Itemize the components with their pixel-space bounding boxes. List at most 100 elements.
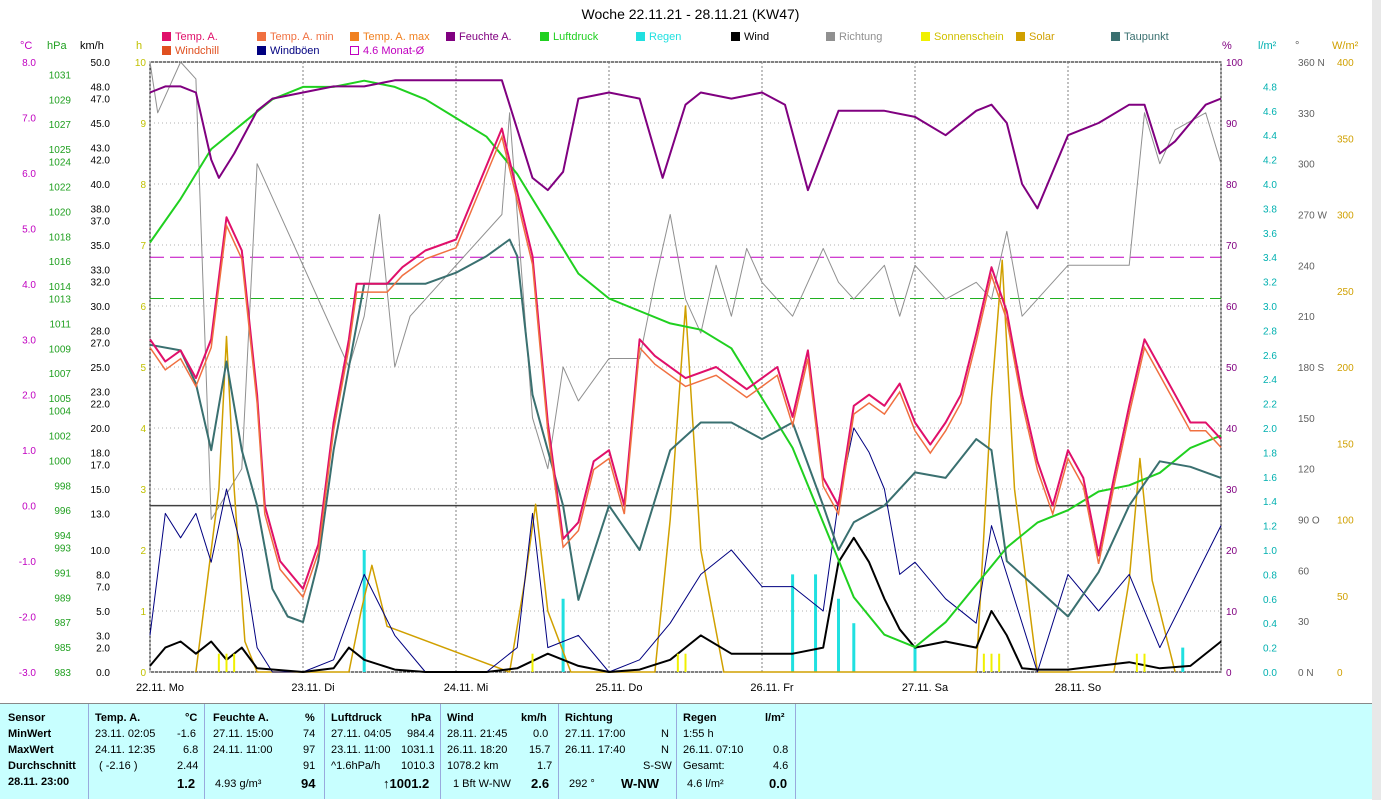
sun-tick-label: 7 <box>140 241 146 252</box>
stats-wind-header: Wind <box>447 712 474 724</box>
wind-tick-label: 38.0 <box>91 204 111 215</box>
wind-tick-label: 18.0 <box>91 448 111 459</box>
legend-label: Temp. A. <box>175 31 218 43</box>
legend-item: Feuchte A. <box>446 31 512 43</box>
stats-hum-min-value: 74 <box>303 728 316 740</box>
stats-temp-min-time: 23.11. 02:05 <box>95 728 156 740</box>
rain-tick-label: 2.8 <box>1263 326 1277 337</box>
wind-tick-label: 3.0 <box>96 631 110 642</box>
stats-temp-header: Temp. A. <box>95 712 141 724</box>
solar-tick-label: 400 <box>1337 58 1354 69</box>
direction-tick-label: 60 <box>1298 566 1310 577</box>
stats-press-avg-note: ^1.6hPa/h <box>331 760 381 772</box>
stats-dir-avg-value: S-SW <box>643 760 672 772</box>
legend-label: Windböen <box>270 45 320 57</box>
legend-label: Richtung <box>839 31 883 43</box>
legend-swatch <box>350 32 359 41</box>
stats-hum-max-time: 24.11. 11:00 <box>213 744 273 756</box>
stats-direction-column: Richtung 27.11. 17:00 N 26.11. 17:40 N S… <box>559 704 677 799</box>
stats-label-max: MaxWert <box>8 744 54 756</box>
x-tick-label: 28.11. So <box>1055 682 1101 694</box>
pressure-tick-label: 1007 <box>49 369 72 380</box>
stats-wind-min-time: 28.11. 21:45 <box>447 728 508 740</box>
legend-swatch <box>540 32 549 41</box>
stats-press-now: ↑1001.2 <box>383 776 430 791</box>
temp-tick-label: -2.0 <box>19 613 37 624</box>
series-line-taupunkt <box>149 238 1222 624</box>
rain-tick-label: 4.0 <box>1263 180 1277 191</box>
pressure-tick-label: 991 <box>54 568 71 579</box>
rain-tick-label: 4.8 <box>1263 82 1277 93</box>
legend-item: Taupunkt <box>1111 31 1169 43</box>
window-edge <box>1372 0 1381 800</box>
legend-item: Richtung <box>826 31 882 43</box>
stats-rain-header: Regen <box>683 712 717 724</box>
series-line-feuchte-a- <box>149 79 1222 210</box>
pressure-tick-label: 1016 <box>49 257 72 268</box>
wind-tick-label: 33.0 <box>91 265 111 276</box>
legend-label: Sonnenschein <box>934 31 1004 43</box>
wind-tick-label: 37.0 <box>91 217 111 228</box>
wind-tick-label: 22.0 <box>91 400 111 411</box>
pressure-tick-label: 1020 <box>49 207 72 218</box>
stats-hum-now: 94 <box>301 776 316 791</box>
legend-label: Windchill <box>175 45 220 57</box>
pressure-tick-label: 1029 <box>49 95 72 106</box>
humidity-tick-label: 30 <box>1226 485 1238 496</box>
stats-wind-now-note: 1 Bft W-NW <box>453 778 511 790</box>
solar-tick-label: 0 <box>1337 668 1343 679</box>
pressure-tick-label: 1005 <box>49 394 72 405</box>
legend-swatch <box>1016 32 1025 41</box>
direction-tick-label: 120 <box>1298 465 1315 476</box>
stats-label-avg: Durchschnitt <box>8 760 76 772</box>
stats-press-avg-value: 1010.3 <box>401 760 435 772</box>
temp-tick-label: 7.0 <box>22 113 36 124</box>
x-tick-label: 24.11. Mi <box>444 682 488 694</box>
wind-tick-label: 43.0 <box>91 143 111 154</box>
wind-tick-label: 48.0 <box>91 82 111 93</box>
wind-tick-label: 45.0 <box>91 119 111 130</box>
pressure-tick-label: 987 <box>54 618 71 629</box>
stats-label-min: MinWert <box>8 728 52 740</box>
stats-press-max-time: 23.11. 11:00 <box>331 744 391 756</box>
direction-tick-label: 330 <box>1298 109 1315 120</box>
stats-hum-unit: % <box>305 712 315 724</box>
rain-tick-label: 2.0 <box>1263 424 1277 435</box>
rain-tick-label: 3.6 <box>1263 229 1277 240</box>
legend-swatch <box>350 46 359 55</box>
rain-tick-label: 1.2 <box>1263 522 1277 533</box>
legend-swatch <box>446 32 455 41</box>
rain-tick-label: 3.0 <box>1263 302 1277 313</box>
sun-tick-label: 8 <box>140 180 146 191</box>
legend-swatch <box>921 32 930 41</box>
stats-rain-total-value: 4.6 <box>773 760 789 772</box>
stats-temp-avg-value: 2.44 <box>177 760 199 772</box>
temp-tick-label: -3.0 <box>19 668 37 679</box>
wind-axis-unit: km/h <box>80 40 104 52</box>
pressure-tick-label: 1013 <box>49 295 72 306</box>
wind-tick-label: 25.0 <box>91 363 111 374</box>
legend-item: Windböen <box>257 45 320 57</box>
solar-axis-unit: W/m² <box>1332 40 1359 52</box>
direction-axis-unit: ° <box>1295 40 1300 52</box>
rain-tick-label: 3.4 <box>1263 253 1277 264</box>
pressure-tick-label: 1014 <box>49 282 72 293</box>
wind-tick-label: 23.0 <box>91 387 111 398</box>
wind-tick-label: 28.0 <box>91 326 111 337</box>
wind-tick-label: 27.0 <box>91 339 111 350</box>
x-tick-label: 23.11. Di <box>291 682 334 694</box>
stats-temp-column: Temp. A. °C 23.11. 02:05 -1.6 24.11. 12:… <box>89 704 205 799</box>
legend-item: Temp. A. max <box>350 31 430 43</box>
stats-press-max-value: 1031.1 <box>401 744 435 756</box>
wind-tick-label: 2.0 <box>96 644 110 655</box>
wind-tick-label: 40.0 <box>91 180 111 191</box>
stats-pressure-column: Luftdruck hPa 27.11. 04:05 984.4 23.11. … <box>325 704 441 799</box>
stats-rain-unit: l/m² <box>765 712 785 724</box>
sun-tick-label: 0 <box>140 668 146 679</box>
legend-swatch <box>257 32 266 41</box>
humidity-axis-unit: % <box>1222 40 1232 52</box>
stats-hum-min-time: 27.11. 15:00 <box>213 728 274 740</box>
pressure-tick-label: 1002 <box>49 431 72 442</box>
legend-swatch <box>162 32 171 41</box>
sun-tick-label: 2 <box>140 546 146 557</box>
